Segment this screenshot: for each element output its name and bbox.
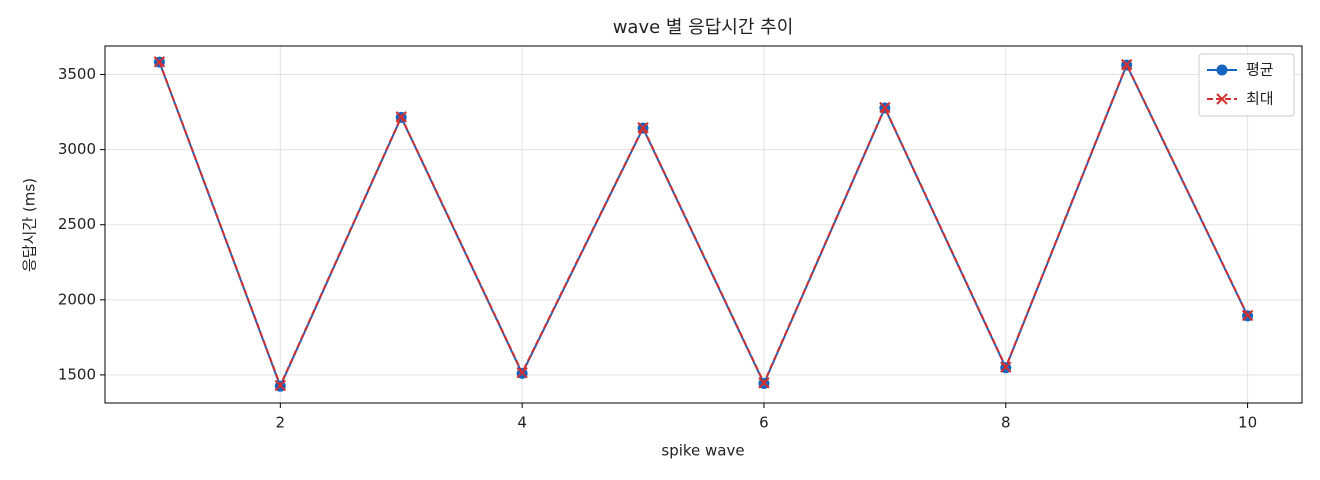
y-axis-label: 응답시간 (ms) (21, 178, 39, 272)
x-tick-label: 4 (517, 414, 527, 432)
marker-shape (153, 56, 166, 68)
marker-shape (274, 379, 287, 392)
marker (1120, 58, 1133, 71)
marker-shape (637, 121, 649, 134)
marker (395, 111, 407, 123)
x-tick-label: 10 (1238, 414, 1257, 432)
marker-shape (516, 366, 528, 379)
marker (637, 121, 649, 134)
x-axis-label: spike wave (661, 442, 744, 460)
y-tick-label: 3500 (58, 65, 96, 83)
y-tick-label: 3000 (58, 140, 96, 158)
marker-shape (1000, 361, 1012, 373)
marker (1241, 309, 1254, 322)
line (158, 61, 1249, 389)
marker-shape (758, 377, 770, 389)
marker (1000, 361, 1012, 373)
marker-shape (1120, 58, 1133, 71)
legend-label: 평균 (1246, 61, 1274, 79)
y-tick-label: 2500 (58, 215, 96, 233)
marker (758, 377, 770, 389)
marker-shape (395, 111, 407, 123)
marker-shape (1241, 309, 1254, 322)
x-tick-label: 2 (276, 414, 286, 432)
marker-shape (1216, 93, 1228, 105)
marker (1216, 93, 1228, 105)
marker (879, 101, 891, 114)
marker (516, 366, 528, 379)
legend-label: 최대 (1246, 90, 1274, 108)
x-tick-label: 8 (1001, 414, 1011, 432)
marker (1216, 64, 1228, 76)
y-tick-label: 1500 (58, 365, 96, 383)
plot-frame (104, 45, 1303, 404)
x-tick-label: 6 (759, 414, 769, 432)
marker (153, 56, 166, 68)
line (158, 61, 1249, 389)
marker (274, 379, 287, 392)
y-tick-label: 2000 (58, 290, 96, 308)
marker-shape (879, 101, 891, 114)
chart-title: wave 별 응답시간 추이 (613, 17, 794, 38)
